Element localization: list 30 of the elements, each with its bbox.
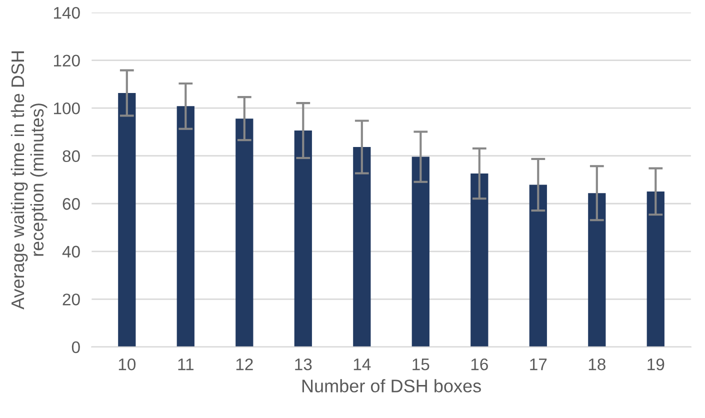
x-tick-label: 15 (412, 358, 430, 370)
bar (236, 118, 254, 347)
x-tick-label: 12 (236, 358, 253, 370)
y-tick-label: 60 (62, 198, 80, 210)
bar (646, 191, 664, 347)
x-tick-label: 17 (530, 358, 547, 370)
x-tick-label: 14 (354, 358, 371, 370)
y-tick-label: 100 (54, 102, 80, 114)
x-tick-label: 10 (118, 358, 136, 370)
bar (588, 193, 606, 347)
y-tick-label: 40 (62, 246, 80, 258)
y-tick-label: 140 (54, 6, 80, 19)
x-tick-label: 11 (178, 358, 194, 370)
y-tick-label: 120 (54, 54, 80, 67)
bar (412, 156, 430, 347)
x-tick-label: 18 (588, 358, 606, 370)
x-tick-label: 13 (295, 358, 312, 370)
bar (470, 174, 488, 347)
x-tick-label: 16 (471, 358, 488, 370)
bar (529, 184, 547, 347)
bar (118, 93, 136, 347)
bar (353, 147, 371, 347)
y-tick-label: 20 (62, 294, 80, 306)
bar (294, 130, 312, 347)
bar (176, 106, 194, 347)
y-axis-title: Average waiting time in the DSH reception (minutes) (10, 51, 48, 310)
x-tick-label: 19 (648, 358, 664, 370)
y-tick-label: 0 (72, 341, 80, 354)
y-tick-label: 80 (62, 150, 80, 162)
x-axis-title: Number of DSH boxes (302, 379, 481, 392)
